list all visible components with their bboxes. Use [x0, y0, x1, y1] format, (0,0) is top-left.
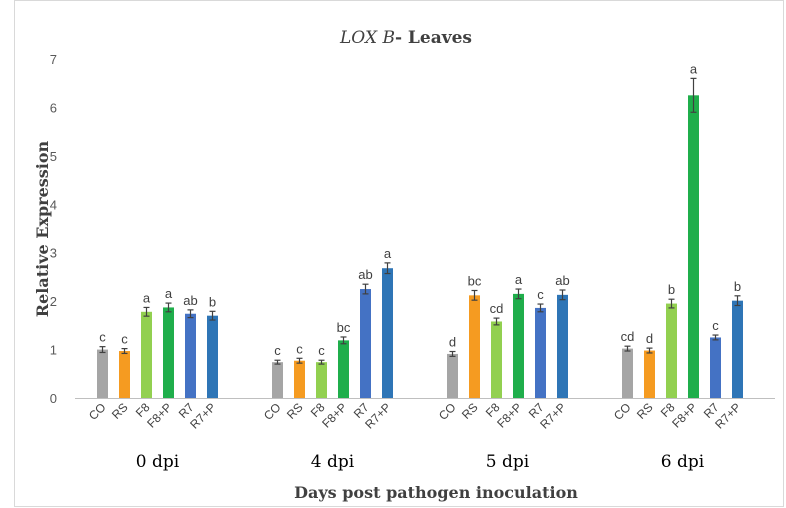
chart-title: LOX B- Leaves [339, 28, 472, 48]
bar [294, 360, 305, 398]
bar [119, 351, 130, 398]
significance-letter: b [668, 282, 675, 297]
bar [732, 300, 743, 398]
significance-letter: cd [490, 301, 504, 316]
bar [338, 340, 349, 398]
category-label: CO [436, 400, 459, 423]
bar [316, 362, 327, 398]
significance-letter: a [143, 290, 151, 305]
y-axis-title: Relative Expression [33, 140, 52, 317]
significance-letter: a [165, 286, 173, 301]
y-tick-label: 5 [50, 149, 57, 164]
bar [360, 289, 371, 398]
bar [185, 313, 196, 398]
significance-letter: c [296, 341, 303, 356]
category-label: F8+P [319, 400, 349, 430]
y-tick-label: 2 [50, 294, 57, 309]
significance-letter: a [690, 61, 698, 76]
significance-letter: bc [468, 273, 482, 288]
group-label: 0 dpi [136, 452, 180, 472]
significance-letter: a [515, 272, 523, 287]
category-label: RS [634, 400, 656, 422]
bar [688, 95, 699, 399]
significance-letter: c [537, 287, 544, 302]
significance-letter: ab [183, 293, 197, 308]
bar [535, 307, 546, 398]
group-label: 5 dpi [486, 452, 530, 472]
significance-letter: b [734, 279, 741, 294]
significance-letter: bc [337, 320, 351, 335]
lox-b-bar-chart: LOX B- Leaves Relative Expression Days p… [33, 28, 775, 502]
significance-letter: ab [555, 273, 569, 288]
category-label: F8+P [669, 400, 699, 430]
bar [491, 321, 502, 398]
y-tick-label: 1 [50, 343, 57, 358]
significance-letter: b [209, 294, 216, 309]
significance-letter: c [121, 332, 128, 347]
x-axis-title: Days post pathogen inoculation [294, 483, 578, 502]
category-label: R7+P [187, 400, 218, 431]
category-label: RS [109, 400, 131, 422]
y-tick-label: 6 [50, 100, 57, 115]
significance-letter: c [318, 343, 325, 358]
significance-letter: a [384, 246, 392, 261]
bar [469, 295, 480, 398]
bar [163, 307, 174, 398]
category-label: F8+P [494, 400, 524, 430]
chart-frame: LOX B- Leaves Relative Expression Days p… [14, 0, 784, 507]
bar [557, 294, 568, 398]
category-label: RS [459, 400, 481, 422]
chart-title-italic: LOX B [339, 28, 395, 48]
bar [207, 315, 218, 398]
group-label: 6 dpi [661, 452, 705, 472]
bar [513, 293, 524, 398]
significance-letter: c [99, 330, 106, 345]
significance-letter: c [712, 318, 719, 333]
bar [447, 353, 458, 398]
category-label: R7+P [537, 400, 568, 431]
significance-letter: c [274, 343, 281, 358]
significance-letter: d [646, 331, 653, 346]
bar [644, 350, 655, 398]
y-tick-label: 4 [50, 197, 57, 212]
category-label: R7+P [362, 400, 393, 431]
bar [622, 348, 633, 398]
y-tick-label: 7 [50, 52, 57, 67]
y-tick-label: 3 [50, 246, 57, 261]
bar [141, 311, 152, 398]
bar [382, 268, 393, 398]
chart-title-rest: - Leaves [395, 28, 472, 48]
category-label: R7+P [712, 400, 743, 431]
bar [666, 303, 677, 398]
significance-letter: d [449, 335, 456, 350]
category-label: F8+P [144, 400, 174, 430]
bar [97, 349, 108, 398]
category-label: CO [611, 400, 634, 423]
significance-letter: ab [358, 267, 372, 282]
category-label: CO [261, 400, 284, 423]
bar [272, 362, 283, 398]
bar [710, 337, 721, 398]
group-label: 4 dpi [311, 452, 355, 472]
y-tick-label: 0 [50, 391, 57, 406]
significance-letter: cd [621, 329, 635, 344]
category-label: CO [86, 400, 109, 423]
category-label: RS [284, 400, 306, 422]
